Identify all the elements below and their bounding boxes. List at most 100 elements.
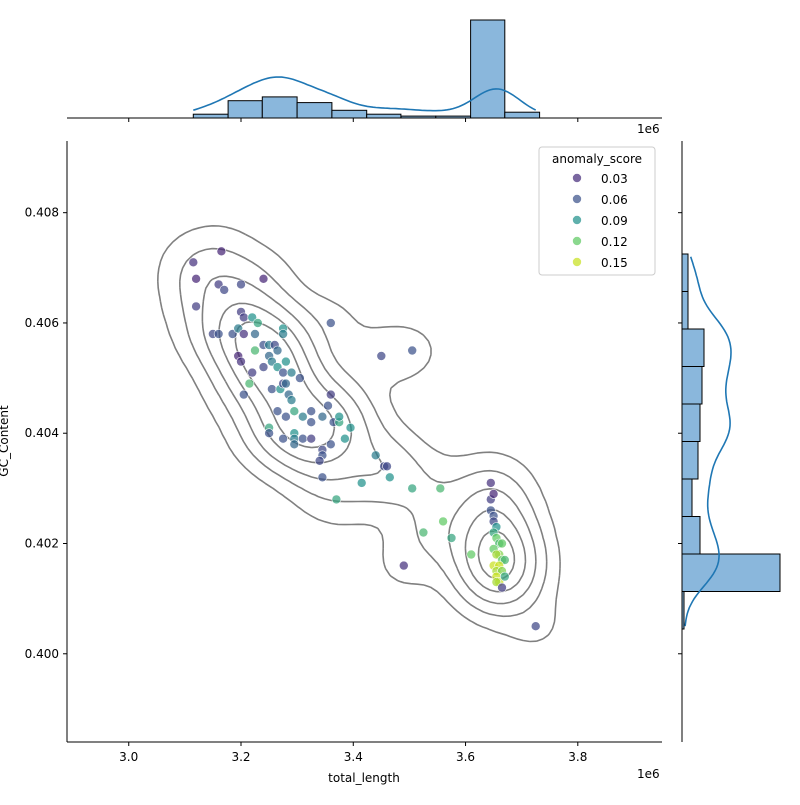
legend-marker	[572, 236, 582, 246]
scatter-point	[289, 439, 300, 450]
scatter-point	[384, 472, 395, 483]
y-tick-label: 0.404	[25, 426, 59, 440]
scatter-point	[334, 411, 345, 422]
scatter-point	[264, 428, 274, 439]
legend-marker	[572, 257, 582, 267]
scatter-point	[314, 455, 325, 466]
legend-label: 0.12	[601, 235, 628, 249]
marginal-x-bar	[192, 113, 229, 119]
legend-label: 0.15	[601, 256, 628, 270]
scatter-point	[325, 439, 336, 450]
marginal-x-bar	[504, 111, 541, 119]
scatter-point	[278, 367, 288, 378]
scatter-point	[325, 318, 336, 328]
scatter-point	[239, 329, 249, 339]
scatter-point	[213, 329, 224, 339]
marginal-x-histogram	[192, 19, 541, 119]
scatter-point	[244, 378, 255, 389]
scatter-point	[281, 356, 291, 367]
scatter-point	[418, 527, 429, 538]
scatter-point	[272, 406, 283, 417]
scatter-point	[370, 450, 381, 461]
scatter-point	[278, 433, 288, 444]
scatter-point	[306, 433, 317, 444]
y-tick-label: 0.408	[25, 206, 59, 220]
scatter-points	[188, 246, 541, 632]
legend-label: 0.06	[601, 193, 628, 207]
scatter-point	[340, 433, 350, 444]
scatter-point	[239, 389, 249, 400]
marginal-x-bar	[227, 100, 263, 119]
scatter-point	[297, 433, 308, 444]
kde-contour-1	[157, 225, 561, 643]
scatter-point	[239, 312, 249, 323]
scatter-point	[219, 285, 229, 295]
scatter-point	[252, 318, 263, 328]
scatter-point	[278, 329, 288, 339]
scatter-point	[466, 549, 477, 560]
scatter-point	[258, 362, 269, 372]
legend-label: 0.03	[601, 172, 628, 186]
legend-box	[538, 146, 656, 276]
scatter-point	[247, 367, 257, 378]
marginal-x-kde	[193, 76, 537, 112]
marginal-x-offset-label: 1e6	[637, 122, 660, 136]
marginal-x-bar	[296, 102, 333, 119]
legend: anomaly_score 0.03 0.06 0.09 0.12 0.15	[538, 146, 656, 276]
scatter-point	[289, 406, 300, 417]
axes: 3.0 3.2 3.4 3.6 3.8 0.400 0.402 0.404 0.406 0.408	[25, 117, 683, 764]
marginal-x-bar	[366, 113, 402, 119]
scatter-point	[236, 279, 246, 290]
scatter-point	[446, 533, 457, 543]
x-tick-label: 3.6	[456, 750, 475, 764]
marginal-y-bar	[681, 366, 703, 405]
scatter-point	[398, 560, 409, 571]
kde-contour-3	[201, 275, 537, 605]
x-tick-label: 3.4	[344, 750, 363, 764]
scatter-point	[295, 373, 305, 383]
scatter-point	[306, 406, 317, 417]
scatter-point	[331, 494, 342, 505]
scatter-point	[297, 411, 308, 422]
scatter-point	[317, 411, 328, 422]
marginal-y-bar	[681, 553, 781, 592]
scatter-point	[345, 422, 356, 433]
scatter-point	[281, 378, 291, 389]
marginal-y-histogram	[681, 253, 781, 630]
scatter-point	[250, 345, 260, 356]
scatter-point	[356, 478, 367, 488]
scatter-point	[499, 571, 510, 582]
scatter-point	[191, 273, 201, 284]
scatter-point	[188, 257, 199, 268]
scatter-point	[258, 273, 269, 284]
scatter-point	[488, 489, 499, 499]
scatter-point	[323, 400, 333, 411]
marginal-y-bar	[681, 291, 689, 330]
marginal-y-bar	[681, 516, 701, 555]
scatter-point	[267, 384, 277, 394]
y-tick-label: 0.406	[25, 316, 59, 330]
scatter-point	[250, 329, 260, 339]
x-tick-label: 3.8	[568, 750, 587, 764]
scatter-point	[376, 351, 387, 361]
legend-marker	[572, 194, 582, 204]
y-tick-label: 0.400	[25, 647, 59, 661]
scatter-point	[530, 621, 541, 632]
legend-marker	[572, 215, 582, 225]
scatter-point	[272, 345, 283, 356]
kde-contour-2	[179, 247, 548, 618]
y-tick-label: 0.402	[25, 537, 59, 551]
x-offset-label: 1e6	[637, 767, 660, 781]
legend-marker	[572, 173, 582, 183]
scatter-point	[191, 301, 201, 312]
x-tick-label: 3.0	[119, 750, 138, 764]
scatter-point	[435, 483, 446, 494]
marginal-y-bar	[681, 403, 701, 442]
marginal-y-bar	[681, 478, 693, 517]
scatter-point	[317, 472, 328, 483]
legend-label: 0.09	[601, 214, 628, 228]
scatter-point	[497, 582, 507, 593]
scatter-point	[438, 516, 448, 527]
marginal-y-kde	[684, 256, 732, 627]
scatter-point	[382, 461, 392, 472]
